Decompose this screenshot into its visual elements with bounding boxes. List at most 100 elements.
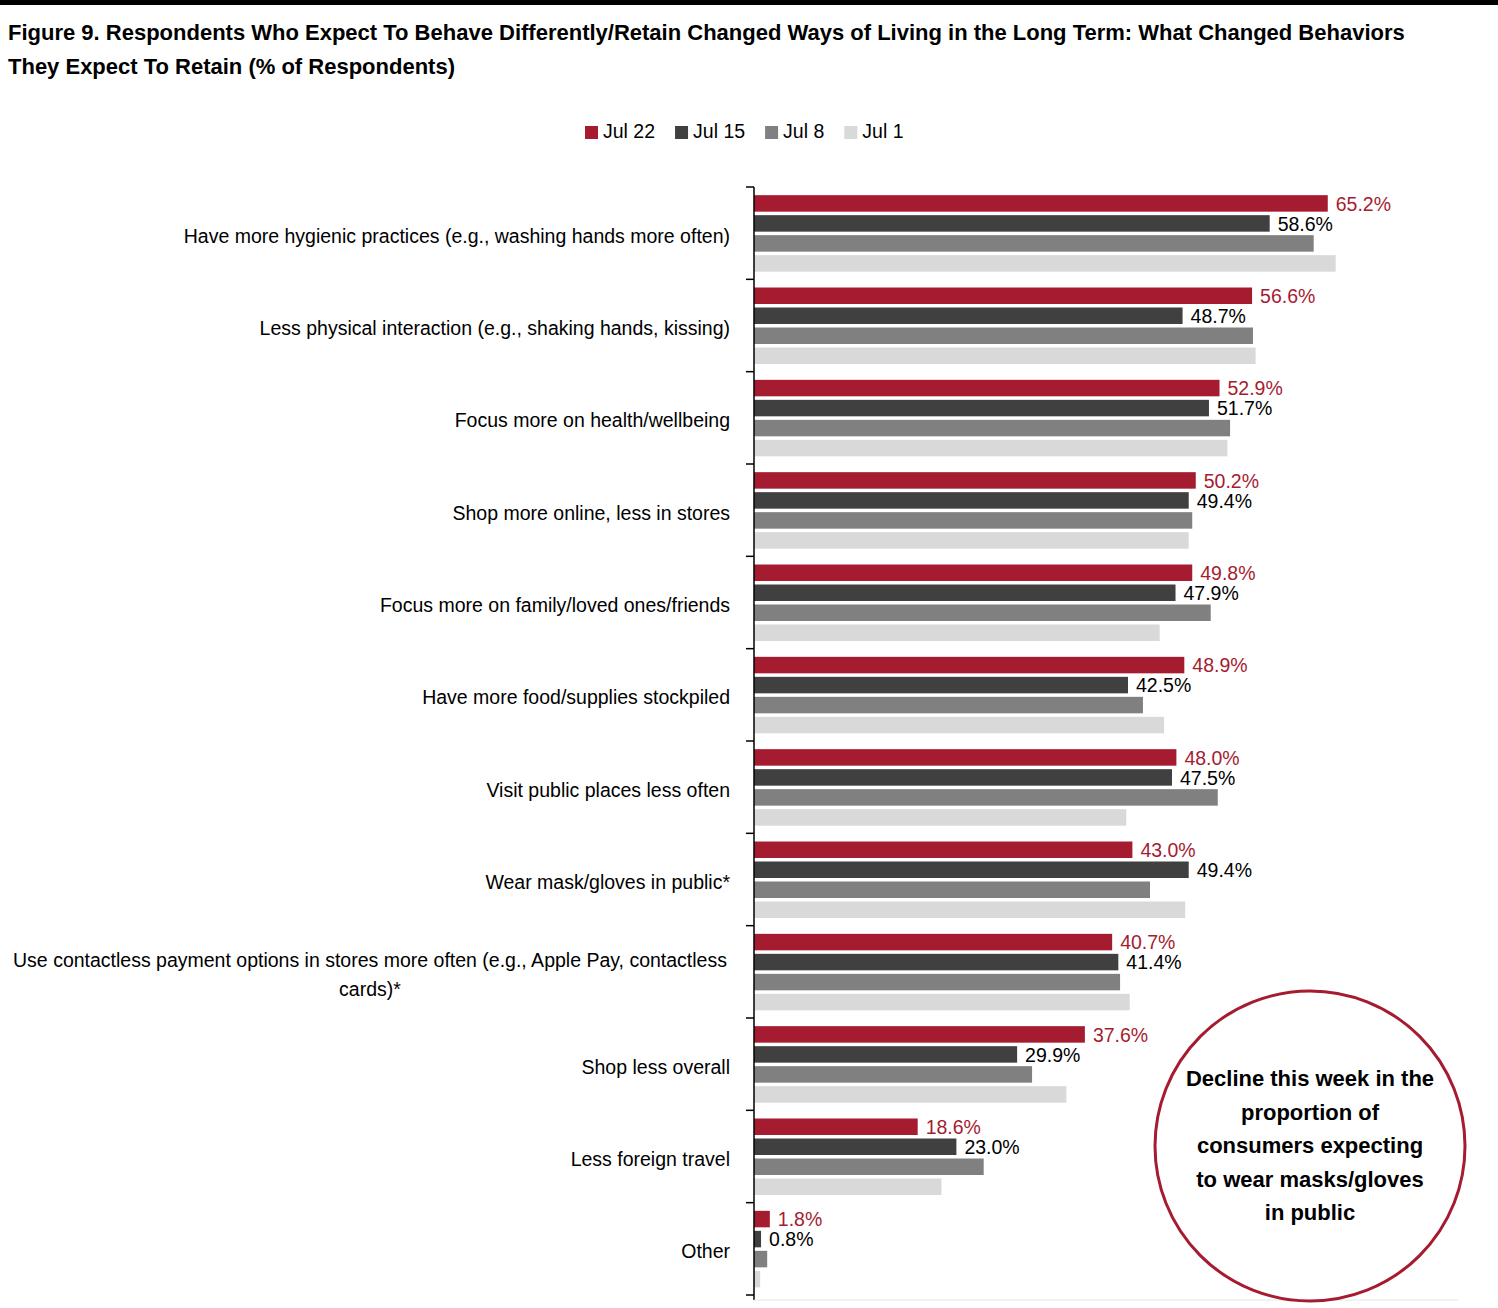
bar — [754, 934, 1112, 951]
category-tick — [746, 1017, 754, 1019]
callout-circle — [1155, 991, 1465, 1301]
bar — [754, 512, 1192, 529]
bar — [754, 1066, 1032, 1083]
category-text: Have more hygienic practices (e.g., wash… — [184, 222, 730, 251]
bar — [754, 657, 1184, 674]
data-label: 1.8% — [778, 1208, 822, 1230]
bar — [754, 308, 1183, 325]
legend-label: Jul 15 — [693, 120, 745, 142]
data-label: 48.0% — [1184, 747, 1239, 769]
bar — [754, 380, 1220, 397]
data-label: 40.7% — [1120, 931, 1175, 953]
chart-title: Figure 9. Respondents Who Expect To Beha… — [8, 16, 1428, 84]
bar — [754, 605, 1211, 622]
legend-swatch — [675, 126, 688, 139]
bar — [754, 1159, 984, 1176]
legend-swatch — [585, 126, 598, 139]
category-text: Focus more on health/wellbeing — [455, 406, 730, 435]
data-label: 0.8% — [769, 1228, 813, 1250]
data-label: 49.8% — [1200, 562, 1255, 584]
bar — [754, 902, 1185, 919]
bar — [754, 440, 1227, 457]
category-label: Less foreign travel — [10, 1145, 730, 1174]
category-label: Shop more online, less in stores — [10, 499, 730, 528]
bar — [754, 625, 1160, 642]
category-tick — [746, 833, 754, 835]
bar — [754, 215, 1270, 232]
bar — [754, 1271, 760, 1288]
category-label: Use contactless payment options in store… — [10, 946, 730, 1004]
bar — [754, 400, 1209, 417]
bar — [754, 882, 1150, 899]
bar — [754, 697, 1143, 714]
bar — [754, 235, 1314, 252]
bar — [754, 1046, 1017, 1063]
category-text: Have more food/supplies stockpiled — [422, 683, 730, 712]
data-label: 52.9% — [1228, 377, 1283, 399]
bar — [754, 255, 1336, 272]
data-label: 41.4% — [1126, 951, 1181, 973]
category-text: Use contactless payment options in store… — [10, 946, 730, 1004]
category-tick — [746, 1294, 754, 1296]
category-label: Shop less overall — [10, 1053, 730, 1082]
category-text: Other — [681, 1237, 730, 1266]
bar — [754, 565, 1192, 582]
legend-swatch — [765, 126, 778, 139]
bar — [754, 328, 1253, 345]
bar — [754, 1179, 941, 1196]
legend-swatch — [844, 126, 857, 139]
bar — [754, 472, 1196, 489]
data-label: 42.5% — [1136, 674, 1191, 696]
category-text: Focus more on family/loved ones/friends — [380, 591, 730, 620]
value-axis — [754, 1300, 1458, 1301]
bar — [754, 749, 1176, 766]
data-label: 65.2% — [1336, 193, 1391, 215]
bar — [754, 492, 1189, 509]
legend: Jul 22Jul 15Jul 8Jul 1 — [585, 120, 904, 142]
bar — [754, 288, 1252, 305]
bar — [754, 532, 1189, 549]
category-text: Shop more online, less in stores — [453, 499, 730, 528]
category-label: Less physical interaction (e.g., shaking… — [10, 314, 730, 343]
bar — [754, 769, 1172, 786]
category-label: Focus more on health/wellbeing — [10, 406, 730, 435]
data-label: 18.6% — [926, 1116, 981, 1138]
bar — [754, 585, 1176, 602]
annotation: Decline this week in the proportion of c… — [1185, 1062, 1435, 1230]
bar — [754, 1086, 1066, 1103]
category-tick — [746, 186, 754, 188]
bar — [754, 862, 1189, 879]
bar — [754, 1231, 761, 1248]
bar — [754, 994, 1130, 1011]
bar — [754, 1251, 767, 1268]
category-tick — [746, 279, 754, 281]
legend-label: Jul 1 — [862, 120, 903, 142]
category-text: Shop less overall — [582, 1053, 731, 1082]
data-label: 23.0% — [964, 1136, 1019, 1158]
bar — [754, 348, 1256, 365]
bar — [754, 717, 1164, 734]
category-tick — [746, 556, 754, 558]
data-label: 48.9% — [1192, 654, 1247, 676]
bar — [754, 1026, 1085, 1043]
category-tick — [746, 648, 754, 650]
bar — [754, 974, 1120, 991]
data-label: 48.7% — [1191, 305, 1246, 327]
bar — [754, 195, 1328, 212]
category-label: Wear mask/gloves in public* — [10, 868, 730, 897]
data-label: 56.6% — [1260, 285, 1315, 307]
data-label: 29.9% — [1025, 1044, 1080, 1066]
category-tick — [746, 740, 754, 742]
category-tick — [746, 1202, 754, 1204]
category-text: Wear mask/gloves in public* — [485, 868, 730, 897]
category-text: Less physical interaction (e.g., shaking… — [260, 314, 730, 343]
category-label: Visit public places less often — [10, 776, 730, 805]
bar — [754, 1139, 956, 1156]
bar — [754, 677, 1128, 694]
bar — [754, 1119, 918, 1136]
data-label: 49.4% — [1197, 859, 1252, 881]
bar — [754, 809, 1126, 826]
data-label: 37.6% — [1093, 1024, 1148, 1046]
data-label: 49.4% — [1197, 490, 1252, 512]
legend-label: Jul 22 — [603, 120, 655, 142]
